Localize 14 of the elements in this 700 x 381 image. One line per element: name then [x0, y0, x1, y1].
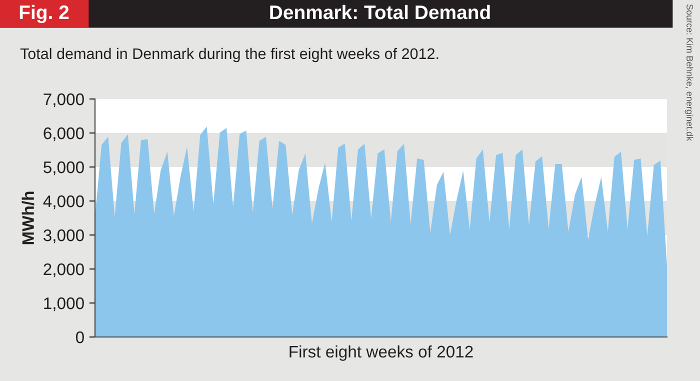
source-note: Source: Kim Behnke, energinet.dk: [684, 4, 694, 142]
y-tick-label: 2,000: [44, 263, 84, 278]
y-axis-title: MWh/h: [22, 192, 34, 244]
y-tick-label: 6,000: [44, 127, 84, 142]
caption: Fig. 2: [20, 4, 69, 24]
y-tick-label: 5,000: [44, 161, 84, 176]
y-tick-label: 3,000: [44, 229, 84, 244]
x-axis-title: First eight weeks of 2012: [290, 345, 473, 361]
y-tick-label: 4,000: [43, 195, 84, 210]
chart-subtitle: Total demand in Denmark during the first eight weeks of 2012.: [20, 48, 438, 62]
y-tick-label: 0: [76, 331, 84, 344]
chart-title: Denmark: Total Demand: [270, 4, 490, 20]
y-tick-label: 1,000: [44, 297, 84, 312]
y-tick-label: 7,000: [44, 93, 84, 108]
